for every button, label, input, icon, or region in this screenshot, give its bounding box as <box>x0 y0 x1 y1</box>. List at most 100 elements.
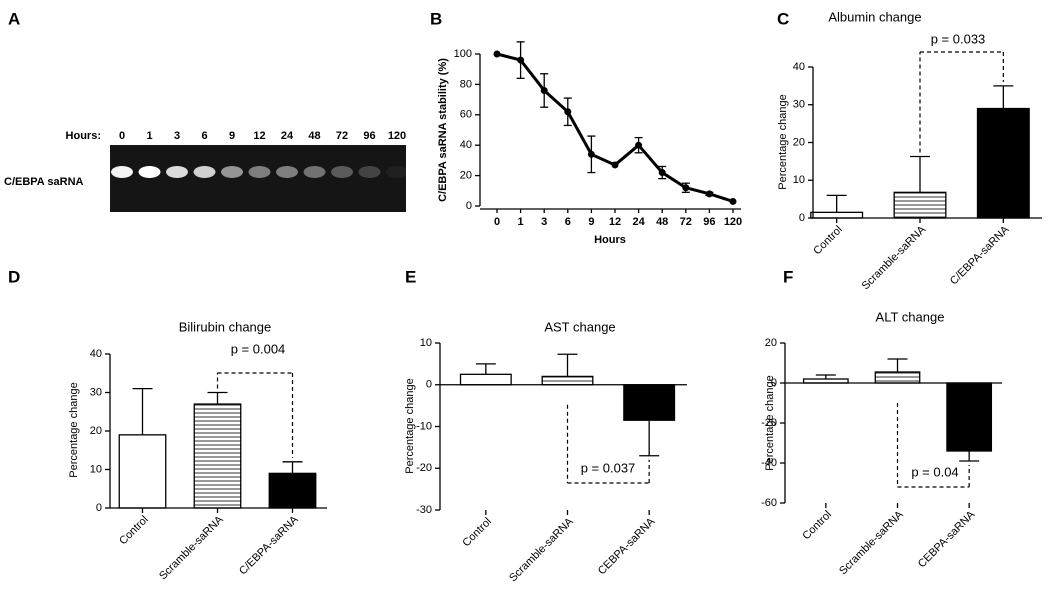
point <box>517 56 525 64</box>
y-tick-label: -10 <box>416 420 432 432</box>
p-value: p = 0.04 <box>911 464 958 479</box>
x-tick-label: 3 <box>541 216 547 228</box>
x-tick-label: Control <box>117 514 151 548</box>
series-line <box>496 52 734 203</box>
point <box>729 197 737 205</box>
y-tick-label: 0 <box>799 212 805 224</box>
y-tick-label: 20 <box>765 337 777 349</box>
x-tick-label: 96 <box>703 216 715 228</box>
x-tick-label: Control <box>460 516 494 550</box>
y-tick-label: -20 <box>761 417 777 429</box>
lane-label: 6 <box>201 130 207 142</box>
band <box>386 166 408 178</box>
chart-title: AST change <box>544 319 615 334</box>
y-tick-label: -40 <box>761 457 777 469</box>
point <box>658 169 666 177</box>
x-tick-label: Control <box>811 224 845 258</box>
x-tick-label: Scramble-saRNA <box>837 508 906 577</box>
x-axis-label: Hours <box>594 234 626 246</box>
p-value: p = 0.033 <box>931 31 986 46</box>
gel-image <box>110 145 406 212</box>
band <box>331 166 353 178</box>
y-axis-label: C/EBPA saRNA stability (%) <box>437 58 449 202</box>
y-tick-label: -30 <box>416 504 432 516</box>
x-tick-label: CEBPA-saRNA <box>916 508 978 570</box>
x-tick-label: 72 <box>680 216 692 228</box>
y-tick-label: 100 <box>454 48 472 60</box>
lane-label: 3 <box>174 130 180 142</box>
y-tick-label: 40 <box>90 348 102 360</box>
y-tick-label: 10 <box>793 174 805 186</box>
chart-title: Albumin change <box>828 9 921 24</box>
band <box>248 166 271 178</box>
x-tick-label: CEBPA-saRNA <box>596 515 658 577</box>
point <box>540 86 548 94</box>
bar <box>459 373 512 386</box>
y-axis-label: Percentage change <box>68 382 80 477</box>
x-tick-label: Scramble-saRNA <box>507 515 576 584</box>
panel-letter: F <box>783 267 793 286</box>
point <box>587 150 595 158</box>
chart-title: ALT change <box>876 309 945 324</box>
x-tick-label: C/EBPA-saRNA <box>948 223 1012 287</box>
y-tick-label: 60 <box>460 109 472 121</box>
chart-title: Bilirubin change <box>179 319 272 334</box>
lane-label: 120 <box>388 130 406 142</box>
y-tick-label: 10 <box>90 463 102 475</box>
band <box>303 166 326 178</box>
y-tick-label: 20 <box>793 136 805 148</box>
x-tick-label: Scramble-saRNA <box>157 513 226 582</box>
y-axis-label: Percentage change <box>777 94 789 189</box>
y-tick-label: 80 <box>460 78 472 90</box>
point <box>635 141 643 149</box>
bar <box>874 371 921 384</box>
band <box>276 166 298 178</box>
point <box>564 108 572 116</box>
lane-label: 24 <box>281 130 294 142</box>
bar <box>193 403 242 509</box>
x-tick-label: 6 <box>565 216 571 228</box>
y-tick-label: 0 <box>96 502 102 514</box>
y-tick-label: 20 <box>460 170 472 182</box>
lane-label: 72 <box>336 130 348 142</box>
x-tick-label: 120 <box>724 216 742 228</box>
panel-letter: E <box>405 267 416 286</box>
x-tick-label: Control <box>800 509 834 543</box>
panel-letter: B <box>430 9 442 28</box>
band <box>138 166 161 178</box>
bar <box>976 107 1030 219</box>
lane-label: 0 <box>119 130 125 142</box>
bar <box>893 191 947 219</box>
y-tick-label: 0 <box>426 379 432 391</box>
band <box>193 166 216 178</box>
band <box>221 166 243 178</box>
band <box>358 166 381 178</box>
p-value: p = 0.004 <box>231 341 286 356</box>
x-tick-label: 24 <box>632 216 645 228</box>
x-tick-label: 1 <box>518 216 524 228</box>
point <box>705 190 713 198</box>
x-tick-label: 9 <box>588 216 594 228</box>
panel-letter: A <box>8 9 20 28</box>
x-tick-label: Scramble-saRNA <box>860 223 929 292</box>
bar <box>946 382 993 452</box>
y-tick-label: -60 <box>761 497 777 509</box>
bar <box>541 375 594 386</box>
x-tick-label: 48 <box>656 216 668 228</box>
p-value: p = 0.037 <box>581 460 636 475</box>
y-tick-label: 40 <box>793 61 805 73</box>
lane-label: 1 <box>146 130 152 142</box>
lane-label: 96 <box>363 130 375 142</box>
panel-letter: C <box>777 9 789 28</box>
y-tick-label: 30 <box>793 99 805 111</box>
y-tick-label: -20 <box>416 462 432 474</box>
y-tick-label: 10 <box>420 337 432 349</box>
panel-letter: D <box>8 267 20 286</box>
y-axis-label: Percentage change <box>404 378 416 473</box>
x-tick-label: 0 <box>494 216 500 228</box>
bar <box>810 211 864 219</box>
point <box>682 184 690 192</box>
y-tick-label: 0 <box>466 200 472 212</box>
row-label: C/EBPA saRNA <box>4 176 84 188</box>
y-axis-label: Percentage change <box>764 375 776 470</box>
